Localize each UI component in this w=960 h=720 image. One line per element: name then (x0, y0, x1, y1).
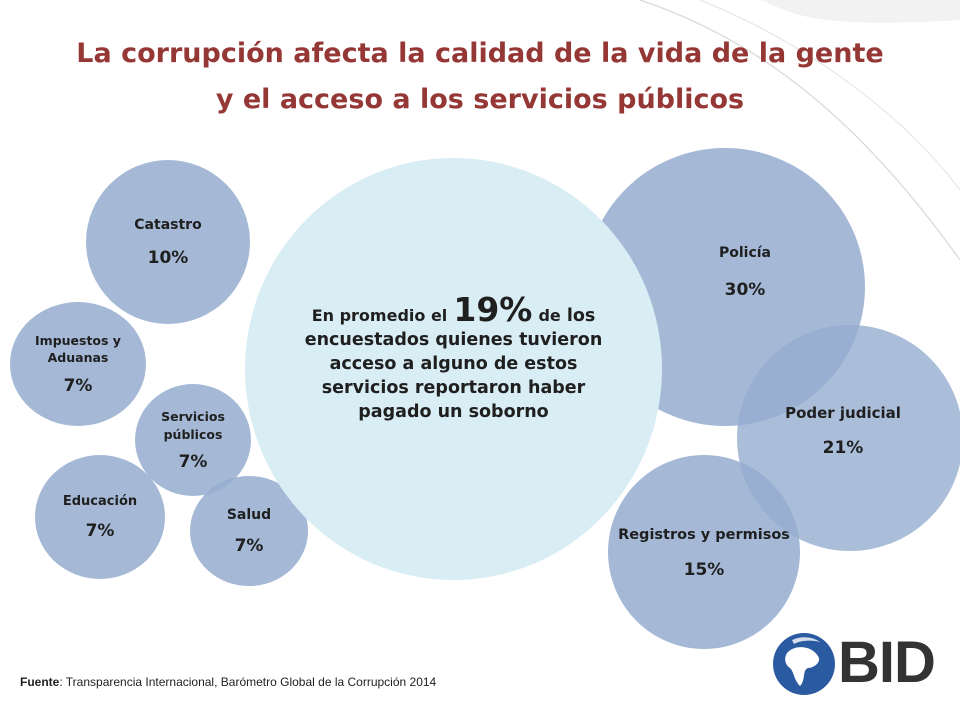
bubble-label: Servicios públicos (161, 409, 225, 442)
bubble-label: Salud (226, 507, 272, 523)
bubble-servicios-publicos: Servicios públicos 7% (135, 384, 251, 496)
page-title-line-2: y el acceso a los servicios públicos (215, 84, 745, 115)
bubble-poder-judicial: Poder judicial 21% (737, 325, 960, 551)
bubble-label: Impuestos y Aduanas (35, 333, 121, 365)
bubble-label: Educación (62, 494, 138, 509)
bubble-value: 7% (234, 536, 264, 556)
center-summary-bubble: En promedio el 19% de los encuestados qu… (245, 158, 662, 580)
bubble-label: Policía (718, 245, 772, 261)
bubble-value: 7% (85, 521, 115, 541)
bubble-impuestos-aduanas: Impuestos y Aduanas 7% (10, 302, 146, 426)
bubble-educacion: Educación 7% (35, 455, 165, 579)
bid-logo-icon (773, 633, 835, 695)
bubble-label: Poder judicial (785, 404, 901, 422)
source-text: : Transparencia Internacional, Barómetro… (59, 675, 437, 689)
source-label: Fuente (20, 675, 60, 689)
bubble-value: 21% (822, 438, 864, 458)
center-rest: los encuestados quienes tuvieron acceso … (304, 305, 603, 422)
logo-text: BID (838, 630, 936, 695)
bubble-value: 7% (63, 376, 93, 396)
bubble-value: 15% (683, 560, 725, 580)
center-highlight-value: 19% (453, 289, 533, 329)
bubble-label: Registros y permisos (618, 527, 790, 543)
center-prefix: En promedio el (311, 305, 448, 325)
bubble-value: 30% (724, 280, 766, 300)
bubble-value: 10% (147, 248, 189, 268)
bubble-label: Catastro (134, 217, 202, 233)
source-note: Fuente: Transparencia Internacional, Bar… (20, 675, 436, 689)
bubble-salud: Salud 7% (190, 476, 308, 586)
bubble-catastro: Catastro 10% (86, 160, 250, 324)
bubble-value: 7% (178, 452, 208, 472)
center-summary-text: En promedio el 19% de los encuestados qu… (293, 293, 614, 424)
page-title-line-1: La corrupción afecta la calidad de la vi… (76, 38, 884, 69)
center-suffix: de (538, 305, 561, 325)
